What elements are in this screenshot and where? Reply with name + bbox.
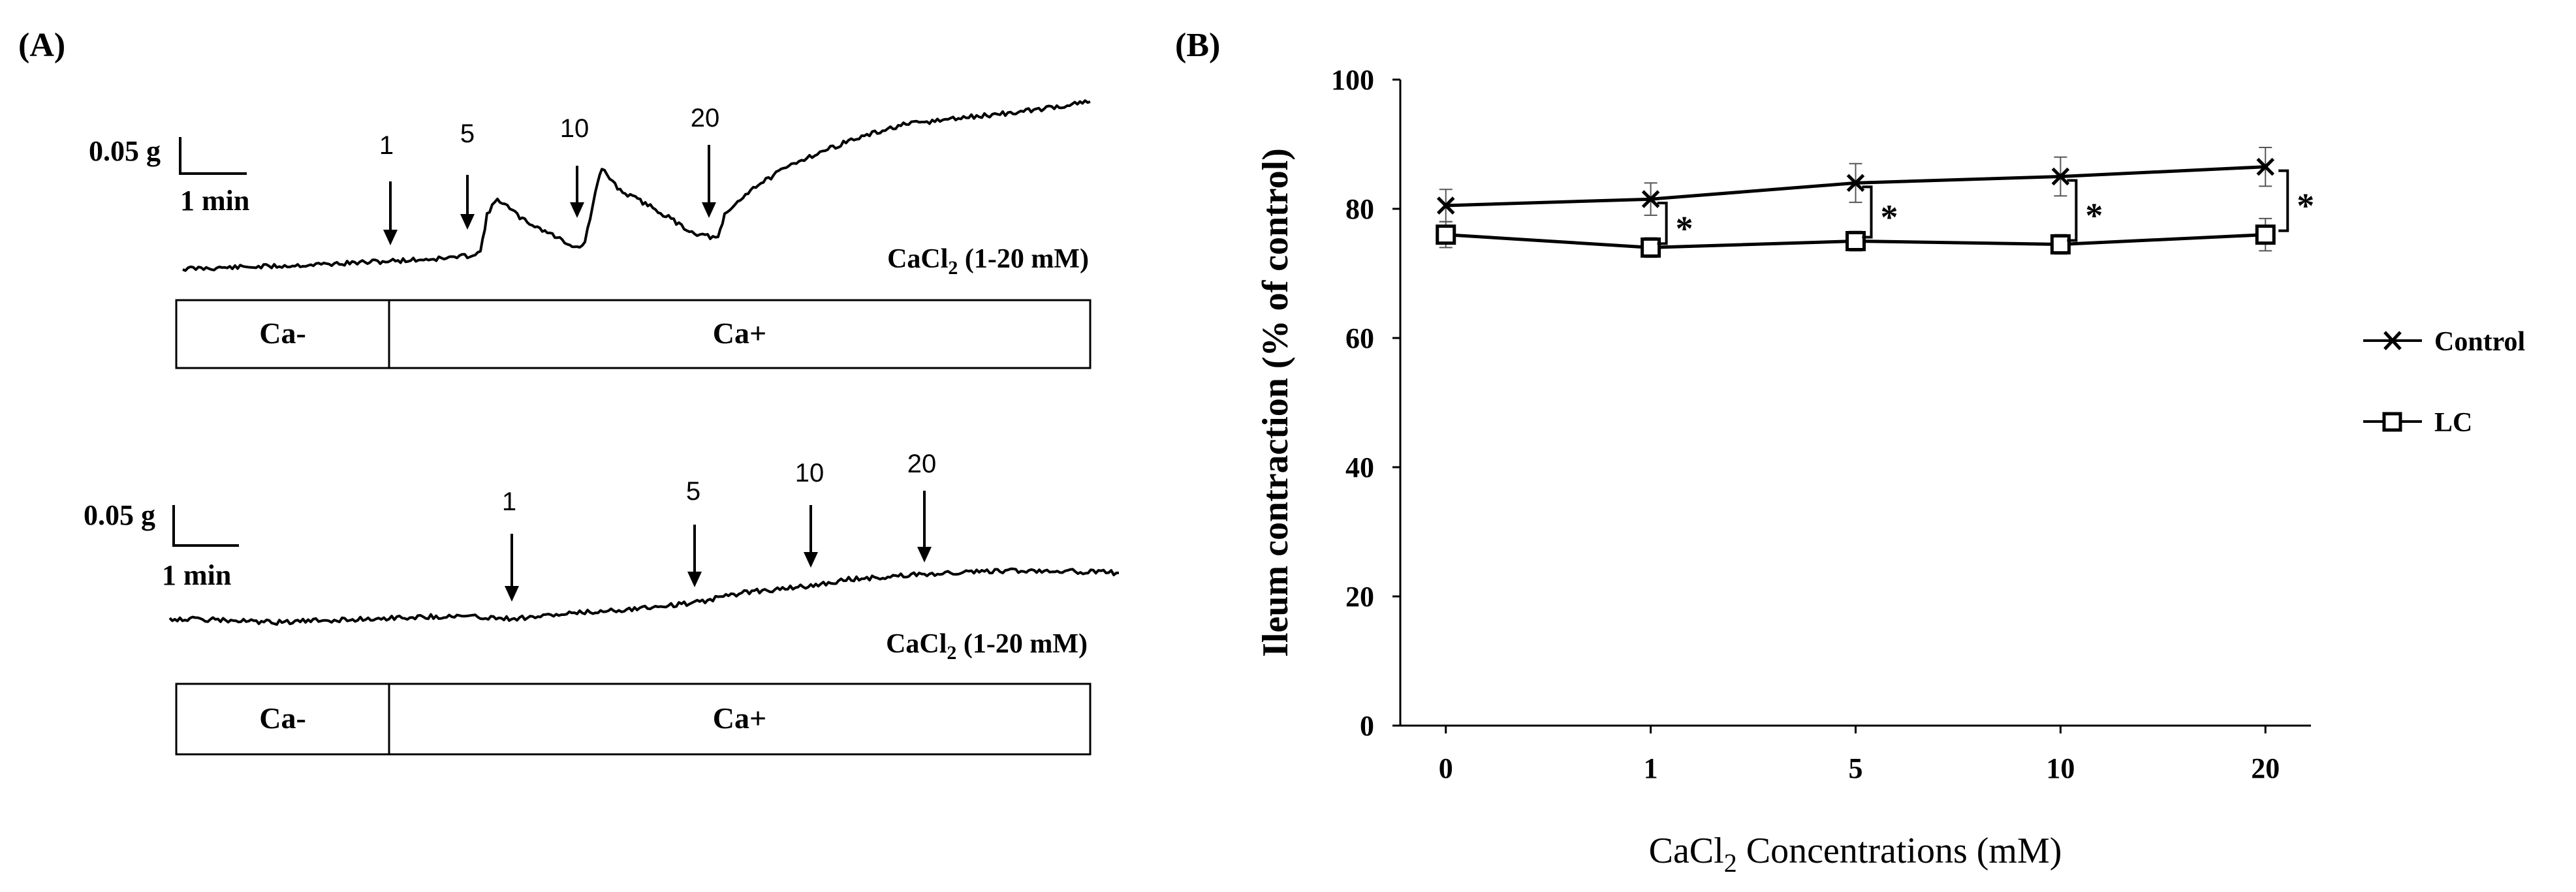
y-tick-label-0: 0 (1360, 710, 1374, 742)
legend-lc: LC (2363, 408, 2472, 438)
legend-lc-label: LC (2434, 408, 2472, 438)
x-tick-label-1: 1 (1644, 752, 1658, 784)
trace1-arrow-10: 10 (560, 114, 589, 218)
x-tick-label-5: 5 (1849, 752, 1863, 784)
trace1-condition-box: Ca- Ca+ (175, 299, 1092, 369)
trace2-scale-force: 0.05 g (84, 499, 155, 531)
x-tick-label-10: 10 (2046, 752, 2075, 784)
trace2-recording (168, 567, 1119, 626)
x-tick-label-0: 0 (1439, 752, 1453, 784)
series-lc-point-0 (1436, 224, 1456, 245)
trace1-scale-force: 0.05 g (89, 135, 161, 167)
significance-star-20: * (2297, 187, 2314, 226)
trace1-scale-bar: 0.05 g 1 min (89, 135, 249, 217)
legend: Control LC (2363, 327, 2525, 438)
trace2-arrow-1-label: 1 (502, 487, 516, 516)
series-lc-point-10 (2050, 234, 2071, 254)
trace2-scale-time: 1 min (162, 559, 231, 591)
y-tick-label-40: 40 (1345, 452, 1374, 484)
legend-control-label: Control (2434, 327, 2525, 357)
trace2-arrow-1: 1 (502, 487, 519, 602)
trace1-recording (182, 99, 1091, 272)
line-chart: 0 20 40 60 80 100 0 1 5 10 20 * * * * (1331, 64, 2314, 784)
y-tick-label-20: 20 (1345, 581, 1374, 613)
trace1-arrow-20: 20 (691, 104, 720, 218)
trace1-box-ca-plus: Ca+ (713, 316, 766, 350)
series-lc (1436, 217, 2276, 258)
legend-lc-marker (2382, 412, 2402, 432)
legend-control-marker (2383, 331, 2402, 350)
legend-control: Control (2363, 327, 2525, 357)
significance-star-5: * (1881, 198, 1898, 237)
trace2-arrow-5: 5 (686, 477, 702, 587)
x-tick-label-20: 20 (2251, 752, 2280, 784)
y-tick-label-100: 100 (1331, 64, 1374, 96)
trace1-box-ca-minus: Ca- (259, 316, 306, 350)
series-control-point-10 (2051, 167, 2070, 186)
trace2-arrow-10-label: 10 (795, 459, 825, 487)
y-tick-label-60: 60 (1345, 322, 1374, 354)
significance-star-10: * (2085, 196, 2103, 235)
y-tick-label-80: 80 (1345, 193, 1374, 225)
trace2-arrow-20-label: 20 (907, 450, 937, 478)
series-control (1436, 146, 2275, 223)
trace1-arrow-5: 5 (460, 119, 475, 230)
panel-b-label: (B) (1175, 27, 1220, 64)
series-lc-point-5 (1846, 231, 1866, 251)
trace1-scale-time: 1 min (180, 185, 249, 217)
trace2-arrow-20: 20 (907, 450, 937, 562)
significance-bracket-20: * (2278, 169, 2314, 232)
trace1-arrow-1: 1 (379, 131, 398, 245)
trace2-box-ca-plus: Ca+ (713, 701, 766, 735)
trace1-arrow-20-label: 20 (691, 104, 720, 132)
significance-star-1: * (1676, 209, 1693, 248)
trace2-condition-box: Ca- Ca+ (175, 683, 1092, 756)
significance-bracket-1: * (1657, 202, 1693, 248)
panel-a-label: (A) (18, 27, 65, 64)
x-axis-title: CaCl2 Concentrations (mM) (1649, 831, 2062, 878)
significance-bracket-5: * (1862, 185, 1898, 239)
series-control-point-1 (1641, 190, 1660, 208)
series-lc-point-1 (1641, 237, 1661, 258)
series-control-point-5 (1846, 174, 1865, 192)
series-lc-point-20 (2255, 224, 2276, 245)
significance-bracket-10: * (2067, 179, 2103, 242)
trace2-arrow-10: 10 (795, 459, 825, 568)
trace2-caption: CaCl2 (1-20 mM) (886, 629, 1088, 664)
trace1-arrow-1-label: 1 (379, 131, 394, 160)
trace1-arrow-10-label: 10 (560, 114, 589, 143)
trace2-box-ca-minus: Ca- (259, 701, 306, 735)
series-control-point-0 (1436, 196, 1455, 215)
trace2-scale-bar: 0.05 g 1 min (84, 499, 239, 591)
series-control-point-20 (2256, 157, 2275, 176)
y-axis-title: Ileum contraction (% of control) (1255, 148, 1296, 657)
trace1-arrow-5-label: 5 (460, 119, 475, 148)
trace2-arrow-5-label: 5 (686, 477, 700, 506)
trace1-caption: CaCl2 (1-20 mM) (887, 244, 1089, 279)
